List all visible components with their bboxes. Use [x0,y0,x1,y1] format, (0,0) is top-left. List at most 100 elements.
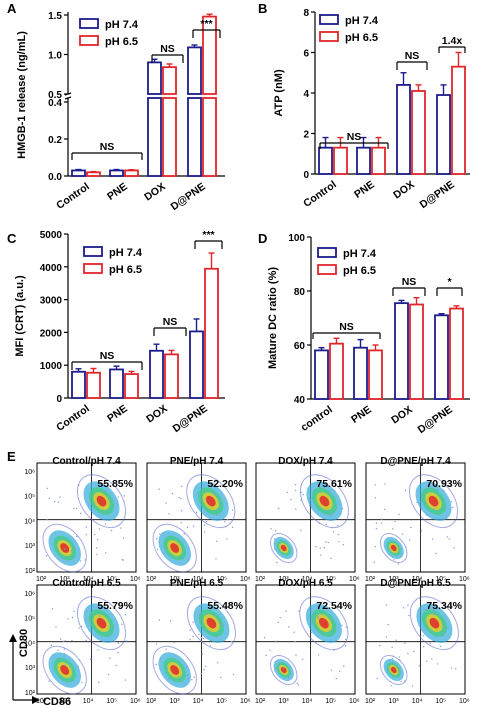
legend-label: pH 6.5 [345,32,378,44]
panel-label-b: B [258,1,267,16]
scatter-point [399,659,401,661]
scatter-point [431,483,434,485]
y-tick-label: 10² [25,568,36,575]
scatter-point [402,607,405,609]
plot-title: Control/pH 7.4 [52,456,121,467]
scatter-point [181,485,183,487]
scatter-point [200,672,202,675]
density-contour [409,596,459,651]
scatter-point [203,669,205,671]
density-contour [186,474,236,529]
scatter-point [387,623,389,626]
x-tick-label: 10³ [60,576,71,583]
scatter-point [297,684,300,686]
scatter-point [63,653,66,655]
bar [147,61,162,95]
scatter-point [317,607,319,610]
y-tick-label: 10² [25,690,36,697]
bar [434,314,449,400]
density-contour [152,645,197,695]
scatter-point [85,534,87,536]
scatter-point [282,667,285,669]
scatter-point [226,518,229,521]
scatter-point [45,555,48,557]
x-tick-label: 10⁵ [435,576,446,583]
scatter-point [215,558,217,560]
quadrant-percent: 75.61% [316,478,352,490]
bar [86,371,101,399]
scatter-point [193,676,195,679]
scatter-point [404,642,406,644]
scatter-point [96,553,98,556]
x-tick-label: 10² [36,576,47,583]
scatter-point [410,526,412,529]
flow-plot [146,462,247,573]
scatter-point [197,492,199,494]
y-axis-label: ATP (nM) [273,69,285,117]
scatter-point [195,511,198,514]
bar [411,90,426,175]
scatter-point [444,627,446,629]
scatter-point [78,484,80,486]
x-tick-label: 10⁶ [459,698,470,705]
legend-label: pH 7.4 [109,247,143,259]
scatter-point [186,526,189,529]
y-tick-label: 0 [56,394,62,405]
scatter-point [205,520,208,523]
legend-swatch [83,246,103,257]
scatter-point [203,485,205,487]
scatter-point [215,636,218,638]
x-tick-label: D@PNE [418,179,457,211]
scatter-point [117,642,120,644]
scatter-point [395,639,397,641]
x-tick-label: 10⁴ [302,698,313,705]
scatter-point [298,610,300,612]
flow-plot [255,462,356,573]
bar [353,346,368,400]
legend-swatch [79,35,99,46]
x-tick-label: 10² [146,576,157,583]
scatter-point [453,546,455,549]
scatter-point [335,677,337,680]
x-tick-label: 10⁴ [302,576,313,583]
scatter-point [373,561,376,563]
density-contour [186,596,236,651]
scatter-point [80,625,83,628]
scatter-point [450,500,452,503]
scatter-point [220,623,222,625]
plot-title: Control/pH 6.5 [52,578,121,589]
scatter-point [416,501,418,504]
density-contour [60,543,70,553]
scatter-point [294,640,296,643]
x-tick-label: 10⁴ [83,576,94,583]
y-axis-label: CD80 [18,629,30,657]
x-tick-label: 10⁵ [325,698,336,705]
x-tick-label: PNE [105,403,130,425]
scatter-point [450,667,453,669]
scatter-point [167,678,170,680]
scatter-point [63,658,66,661]
quadrant-percent: 55.85% [97,478,133,490]
scatter-point [85,639,87,642]
panel-label-c: C [7,231,17,246]
scatter-point [76,535,78,538]
scatter-point [302,493,304,496]
scatter-point [161,524,163,526]
scatter-point [384,483,386,485]
scatter-point [300,491,302,494]
scatter-point [84,559,86,561]
scatter-point [269,649,271,651]
y-tick-label: 40 [294,395,306,406]
scatter-point [165,502,167,504]
x-tick-label: DOX [389,404,415,427]
scatter-point [79,560,82,562]
scatter-point [300,499,302,501]
bar [164,353,179,399]
y-tick-label: 0.5 [48,90,62,101]
scatter-point [46,518,48,521]
scatter-point [436,663,439,665]
scatter-point [58,558,60,560]
scatter-point [446,536,448,538]
panel-label-e: E [7,449,16,464]
x-tick-label: 10⁶ [349,698,360,705]
